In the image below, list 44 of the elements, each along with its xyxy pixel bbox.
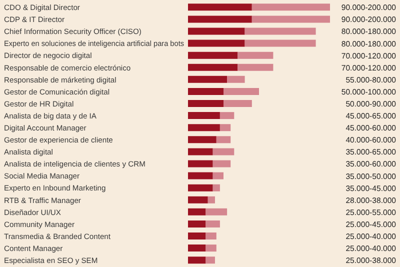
bar: [252, 4, 330, 11]
bar: [206, 220, 220, 228]
bar: [188, 196, 208, 204]
bar: [227, 76, 245, 83]
bar: [238, 64, 274, 71]
bar: [188, 220, 206, 228]
bar: [212, 172, 224, 180]
bar: [188, 76, 228, 83]
bar: [188, 16, 252, 23]
bar: [206, 244, 216, 252]
bar: [206, 256, 215, 264]
bar: [188, 160, 213, 168]
bar: [206, 232, 216, 240]
bar: [220, 112, 234, 120]
bar: [188, 244, 206, 252]
bar: [188, 208, 206, 216]
bar: [188, 256, 206, 264]
bar: [206, 208, 228, 216]
bar: [188, 64, 238, 71]
bar: [188, 172, 213, 180]
bar: [188, 184, 213, 192]
bar: [220, 124, 231, 132]
bar: [188, 136, 216, 144]
bar: [188, 52, 238, 59]
bar: [188, 100, 224, 108]
bar: [244, 28, 316, 35]
bar: [238, 52, 274, 59]
bar: [216, 136, 231, 144]
bar: [188, 112, 220, 120]
bar: [188, 88, 224, 95]
bar: [212, 184, 220, 192]
bar: [224, 88, 259, 95]
bar: [212, 160, 231, 168]
bar: [188, 232, 206, 240]
bar: [188, 148, 213, 156]
bar: [188, 124, 220, 132]
bar: [208, 196, 215, 204]
bar: [212, 148, 234, 156]
bar: [252, 16, 330, 23]
bar: [188, 28, 245, 35]
bar: [188, 40, 245, 47]
bar: [224, 100, 252, 108]
bar: [188, 4, 252, 11]
bar: [244, 40, 316, 47]
